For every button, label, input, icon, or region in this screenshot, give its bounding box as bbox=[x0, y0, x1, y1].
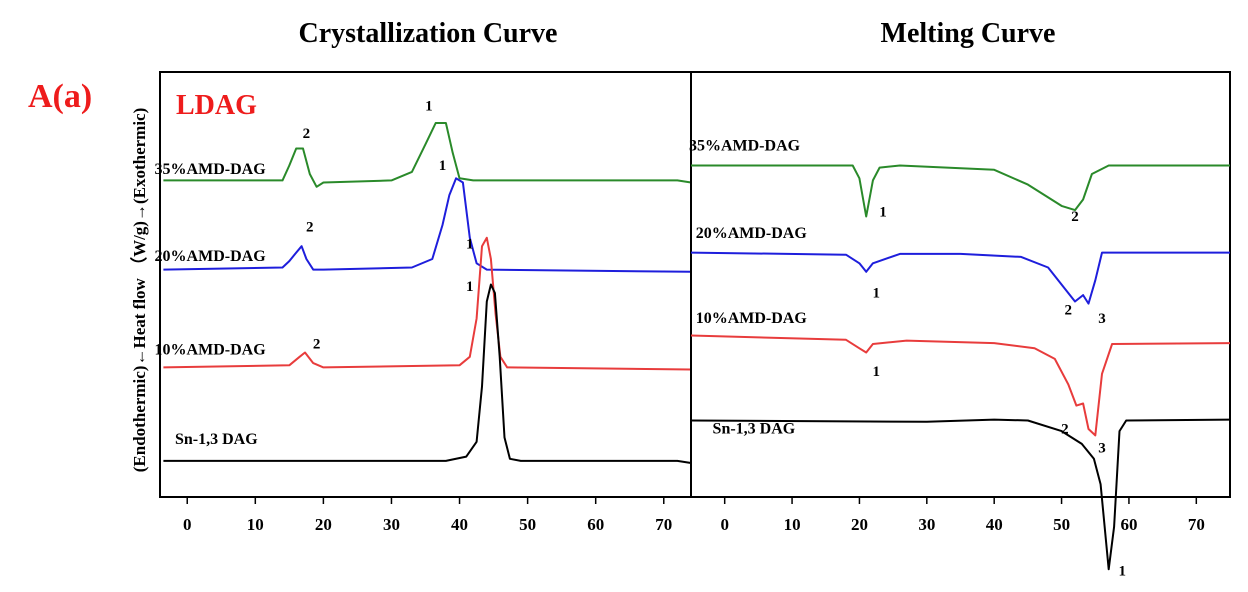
peak-label: 1 bbox=[879, 205, 887, 221]
x-tick-label: 40 bbox=[986, 515, 1003, 534]
series-label: 10%AMD-DAG bbox=[696, 310, 808, 327]
series-label: 20%AMD-DAG bbox=[696, 225, 808, 242]
series-line-20-amd-dag bbox=[690, 251, 1230, 305]
peak-label: 1 bbox=[466, 236, 474, 252]
melting-panel: 0 10 20 30 40 50 60 70 35%AMD-DAG 1 2 20%AMD-DAG 1 2… bbox=[689, 71, 1231, 580]
crystallization-x-axis: 0 10 20 30 40 50 60 70 bbox=[183, 497, 672, 534]
peak-label: 3 bbox=[1098, 311, 1106, 327]
crystallization-title: Crystallization Curve bbox=[299, 18, 558, 49]
x-tick-label: 50 bbox=[519, 515, 536, 534]
x-tick-label: 20 bbox=[315, 515, 332, 534]
panel-label: A(a) bbox=[28, 78, 92, 115]
x-tick-label: 10 bbox=[784, 515, 801, 534]
melting-title: Melting Curve bbox=[881, 18, 1056, 49]
ldag-label: LDAG bbox=[176, 90, 257, 121]
x-tick-label: 20 bbox=[851, 515, 868, 534]
series-line-35-amd-dag bbox=[691, 164, 1230, 218]
series-line-sn-1-3-dag bbox=[163, 283, 692, 464]
series-label: 10%AMD-DAG bbox=[155, 342, 267, 359]
peak-label: 1 bbox=[873, 285, 881, 301]
peak-label: 1 bbox=[873, 364, 881, 380]
series-label: 20%AMD-DAG bbox=[155, 248, 267, 265]
melting-series: 35%AMD-DAG 1 2 20%AMD-DAG 1 2 3 10%AMD-DAG 1 2 3 Sn… bbox=[689, 138, 1231, 580]
series-line-35-amd-dag bbox=[163, 122, 692, 188]
melting-x-axis: 0 10 20 30 40 50 60 70 bbox=[720, 497, 1205, 534]
peak-label: 2 bbox=[1065, 302, 1073, 318]
series-line-20-amd-dag bbox=[163, 177, 692, 273]
series-label: 35%AMD-DAG bbox=[155, 161, 267, 178]
crystallization-series: 35%AMD-DAG 1 2 20%AMD-DAG 1 2 10%AMD-DAG 1 2 Sn-1… bbox=[155, 98, 692, 464]
x-tick-label: 50 bbox=[1053, 515, 1070, 534]
y-axis-label: (Endothermic)←Heat flow （W/g)→(Exothermi… bbox=[129, 108, 149, 472]
melting-plot-frame bbox=[690, 71, 1231, 498]
series-label: Sn-1,3 DAG bbox=[713, 420, 796, 437]
x-tick-label: 10 bbox=[247, 515, 264, 534]
series-line-sn-1-3-dag bbox=[690, 418, 1231, 571]
peak-label: 2 bbox=[306, 219, 314, 235]
peak-label: 1 bbox=[439, 158, 447, 174]
x-tick-label: 40 bbox=[451, 515, 468, 534]
x-tick-label: 30 bbox=[383, 515, 400, 534]
series-label: Sn-1,3 DAG bbox=[175, 431, 258, 448]
x-tick-label: 70 bbox=[655, 515, 672, 534]
peak-label: 2 bbox=[1071, 209, 1079, 225]
peak-label: 2 bbox=[303, 126, 311, 142]
x-tick-label: 60 bbox=[587, 515, 604, 534]
x-tick-label: 70 bbox=[1188, 515, 1205, 534]
peak-label: 1 bbox=[425, 98, 433, 114]
peak-label: 3 bbox=[1098, 440, 1106, 456]
crystallization-panel: LDAG 0 10 20 30 40 50 60 70 35%AMD-DAG 1 2 20%AMD-… bbox=[155, 71, 692, 534]
series-line-10-amd-dag bbox=[690, 334, 1231, 437]
series-label: 35%AMD-DAG bbox=[689, 138, 801, 155]
peak-label: 2 bbox=[1061, 421, 1069, 437]
x-tick-label: 0 bbox=[720, 515, 729, 534]
x-tick-label: 0 bbox=[183, 515, 192, 534]
peak-label: 2 bbox=[313, 336, 321, 352]
peak-label: 1 bbox=[1118, 564, 1126, 580]
peak-label: 1 bbox=[466, 279, 474, 295]
x-tick-label: 60 bbox=[1120, 515, 1137, 534]
x-tick-label: 30 bbox=[918, 515, 935, 534]
